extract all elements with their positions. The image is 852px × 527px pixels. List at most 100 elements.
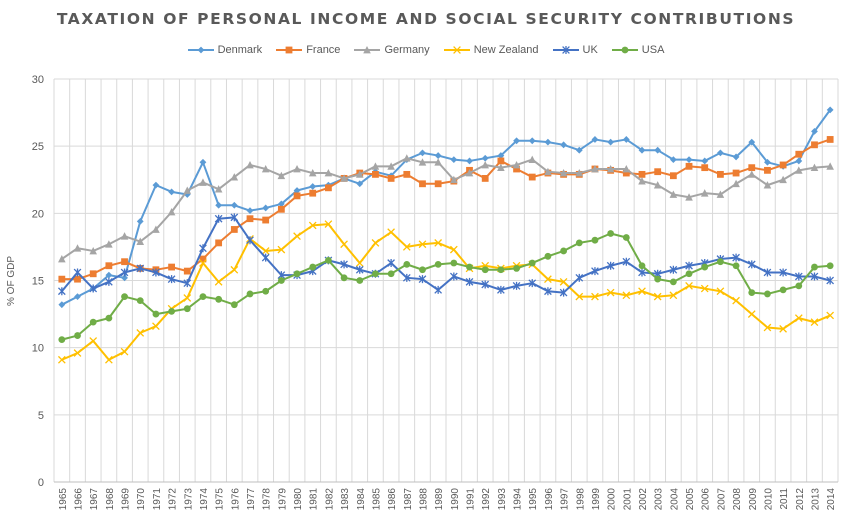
series-line	[61, 216, 831, 294]
data-point	[481, 160, 489, 169]
legend-label: France	[306, 44, 341, 56]
data-point	[497, 163, 505, 172]
legend-swatch	[276, 46, 303, 54]
data-point	[763, 268, 772, 277]
x-tick-label: 2002	[638, 488, 649, 511]
data-point	[450, 175, 458, 184]
data-point	[528, 173, 536, 181]
data-point	[418, 240, 427, 249]
x-tick-label: 1972	[168, 488, 179, 511]
legend-swatch	[552, 46, 579, 54]
data-point	[214, 185, 223, 193]
data-point	[811, 263, 818, 271]
chart-title: TAXATION OF PERSONAL INCOME AND SOCIAL S…	[56, 10, 796, 28]
data-point	[199, 259, 207, 267]
data-point	[355, 259, 364, 267]
data-point	[183, 267, 191, 275]
data-point	[748, 289, 756, 296]
data-point	[559, 169, 568, 177]
data-point	[622, 169, 630, 177]
data-point	[638, 268, 646, 277]
x-tick-label: 1998	[575, 488, 586, 511]
data-point	[591, 165, 599, 173]
x-tick-label: 1987	[403, 488, 414, 511]
x-tick-label: 1999	[591, 488, 602, 511]
x-tick-label: 2006	[701, 488, 712, 511]
data-point	[732, 262, 740, 270]
data-point	[452, 46, 461, 54]
x-tick-label: 1976	[230, 488, 241, 511]
legend-swatch	[187, 46, 214, 54]
data-point	[465, 277, 474, 286]
data-point	[434, 260, 442, 268]
data-point	[591, 292, 599, 301]
data-point	[450, 156, 458, 163]
data-point	[685, 270, 693, 278]
data-point	[89, 337, 98, 345]
data-point	[669, 190, 678, 198]
data-point	[434, 180, 442, 188]
data-point	[418, 158, 427, 166]
x-tick-label: 1965	[58, 488, 69, 511]
data-point	[466, 157, 473, 165]
x-tick-label: 2001	[622, 488, 633, 511]
x-tick-label: 1997	[560, 488, 571, 511]
data-point	[747, 260, 756, 269]
data-point	[325, 256, 332, 264]
y-axis-label: % OF GDP	[6, 256, 17, 306]
data-point	[387, 162, 395, 170]
data-point	[57, 355, 66, 364]
x-tick-label: 1970	[136, 488, 147, 511]
data-point	[591, 136, 599, 143]
x-tick-label: 1981	[309, 488, 320, 511]
legend-swatch	[354, 46, 381, 54]
data-point	[669, 156, 677, 163]
data-point	[622, 257, 631, 266]
legend: Denmark France Germany New Zealand UK USA	[0, 44, 852, 56]
data-point	[653, 181, 662, 189]
data-point	[638, 262, 646, 270]
data-point	[764, 166, 771, 174]
data-point	[121, 274, 128, 282]
data-point	[105, 271, 113, 279]
x-tick-label: 1974	[199, 488, 210, 511]
data-point	[811, 127, 818, 135]
data-point	[230, 173, 239, 181]
data-point	[559, 288, 568, 297]
data-point	[293, 192, 301, 200]
data-point	[73, 244, 82, 252]
data-point	[58, 301, 66, 309]
data-point	[262, 216, 270, 224]
y-tick-label: 0	[38, 477, 44, 489]
data-point	[309, 189, 317, 197]
data-point	[528, 279, 537, 288]
data-point	[262, 204, 270, 212]
data-point	[309, 263, 317, 271]
series-germany	[58, 154, 834, 263]
data-point	[591, 236, 599, 244]
data-point	[324, 169, 333, 177]
data-point	[591, 267, 599, 276]
data-point	[528, 259, 536, 267]
legend-swatch	[443, 46, 470, 54]
data-point	[434, 152, 442, 159]
data-point	[105, 262, 113, 270]
data-point	[89, 284, 98, 293]
data-point	[58, 275, 66, 283]
data-point	[638, 170, 646, 178]
x-tick-label: 2004	[669, 488, 680, 511]
data-point	[261, 165, 270, 173]
data-point	[89, 246, 97, 255]
x-tick-label: 1979	[277, 488, 288, 511]
data-point	[669, 278, 677, 286]
data-point	[371, 239, 380, 247]
data-point	[779, 175, 787, 184]
series-new-zealand	[57, 220, 835, 364]
data-point	[795, 166, 803, 174]
data-point	[450, 259, 458, 267]
data-point	[732, 153, 740, 161]
data-point	[199, 178, 207, 186]
legend-item-france: France	[276, 44, 340, 56]
data-point	[105, 277, 113, 286]
data-point	[622, 291, 631, 300]
